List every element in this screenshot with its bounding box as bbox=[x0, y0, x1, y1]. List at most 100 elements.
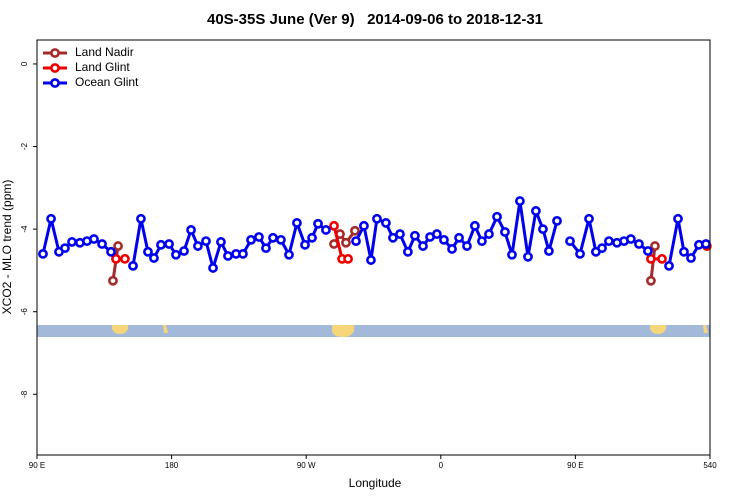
data-point bbox=[60, 243, 70, 254]
data-point bbox=[507, 249, 517, 260]
y-tick-label: 0 bbox=[20, 61, 29, 66]
land-blob bbox=[112, 325, 128, 334]
legend-marker bbox=[50, 63, 60, 73]
data-point bbox=[359, 220, 369, 231]
data-point bbox=[597, 243, 607, 254]
plot-frame bbox=[36, 39, 711, 456]
plot-area bbox=[38, 196, 712, 286]
data-point bbox=[300, 239, 310, 250]
y-tick-label: -2 bbox=[20, 142, 29, 150]
data-point bbox=[307, 232, 317, 243]
data-point bbox=[664, 260, 674, 271]
data-point bbox=[268, 232, 278, 243]
data-point bbox=[208, 263, 218, 273]
data-point bbox=[238, 249, 248, 259]
data-point bbox=[284, 249, 294, 260]
data-point bbox=[643, 246, 653, 256]
data-point bbox=[341, 237, 351, 248]
data-point bbox=[372, 213, 382, 224]
data-point bbox=[216, 237, 226, 247]
data-point bbox=[701, 239, 711, 249]
data-point bbox=[366, 255, 376, 265]
data-point bbox=[149, 253, 159, 263]
data-point bbox=[67, 237, 77, 247]
data-point bbox=[164, 239, 174, 249]
legend-marker bbox=[50, 48, 60, 58]
data-point bbox=[565, 236, 575, 246]
x-tick-label: 90 W bbox=[297, 461, 316, 470]
x-tick-label: 0 bbox=[439, 461, 444, 470]
data-point bbox=[136, 213, 146, 224]
data-point bbox=[201, 236, 211, 246]
y-tick-label: -6 bbox=[20, 308, 29, 316]
data-point bbox=[650, 241, 660, 251]
data-point bbox=[329, 239, 339, 249]
data-point bbox=[179, 246, 189, 256]
data-point bbox=[321, 225, 331, 235]
data-point bbox=[686, 253, 696, 263]
data-point bbox=[673, 213, 683, 224]
data-point bbox=[625, 234, 636, 244]
data-point bbox=[604, 236, 614, 246]
data-point bbox=[193, 241, 203, 251]
data-point bbox=[111, 253, 121, 264]
legend-label: Land Glint bbox=[75, 60, 130, 74]
data-point bbox=[679, 246, 689, 257]
x-axis-label: Longitude bbox=[349, 476, 402, 490]
legend-label: Land Nadir bbox=[75, 45, 134, 59]
data-point bbox=[143, 246, 153, 257]
data-point bbox=[108, 275, 118, 286]
data-point bbox=[89, 234, 99, 244]
data-point bbox=[484, 229, 494, 239]
data-point bbox=[156, 239, 166, 250]
data-point bbox=[97, 239, 107, 249]
data-point bbox=[552, 215, 562, 226]
data-point bbox=[38, 249, 48, 259]
chart-title: 40S-35S June (Ver 9) 2014-09-06 to 2018-… bbox=[207, 11, 543, 28]
data-point bbox=[462, 241, 472, 251]
data-point bbox=[500, 227, 510, 237]
data-point bbox=[447, 244, 457, 254]
y-tick-label: -8 bbox=[20, 390, 29, 398]
data-point bbox=[418, 241, 428, 251]
data-point bbox=[313, 218, 323, 229]
data-point bbox=[246, 234, 256, 245]
data-point bbox=[388, 232, 398, 243]
data-point bbox=[292, 218, 302, 228]
data-point bbox=[469, 220, 480, 231]
land-blob bbox=[650, 325, 666, 334]
x-tick-label: 540 bbox=[703, 461, 717, 470]
land-blob bbox=[332, 325, 354, 337]
y-axis-label: XCO2 - MLO trend (ppm) bbox=[0, 180, 14, 315]
data-point bbox=[254, 232, 264, 242]
x-tick-label: 90 E bbox=[29, 461, 45, 470]
data-point bbox=[261, 243, 271, 254]
data-point bbox=[128, 260, 138, 271]
data-point bbox=[410, 230, 420, 241]
data-point bbox=[223, 251, 233, 261]
data-point bbox=[106, 246, 116, 257]
data-point bbox=[538, 224, 548, 235]
data-point bbox=[113, 241, 123, 251]
data-point bbox=[515, 196, 525, 206]
data-point bbox=[657, 253, 667, 264]
data-point bbox=[523, 251, 533, 262]
data-point bbox=[395, 229, 405, 239]
data-point bbox=[544, 246, 554, 256]
data-point bbox=[171, 249, 181, 260]
data-point bbox=[634, 239, 644, 249]
data-point bbox=[381, 218, 391, 228]
data-point bbox=[120, 253, 130, 264]
data-point bbox=[584, 213, 594, 224]
data-point bbox=[276, 234, 286, 245]
data-point bbox=[646, 253, 656, 264]
legend-marker bbox=[50, 78, 60, 88]
x-tick-label: 180 bbox=[165, 461, 179, 470]
data-point bbox=[432, 229, 442, 239]
data-point bbox=[46, 213, 56, 224]
data-point bbox=[439, 234, 449, 245]
data-point bbox=[646, 275, 656, 286]
data-point bbox=[350, 225, 360, 236]
